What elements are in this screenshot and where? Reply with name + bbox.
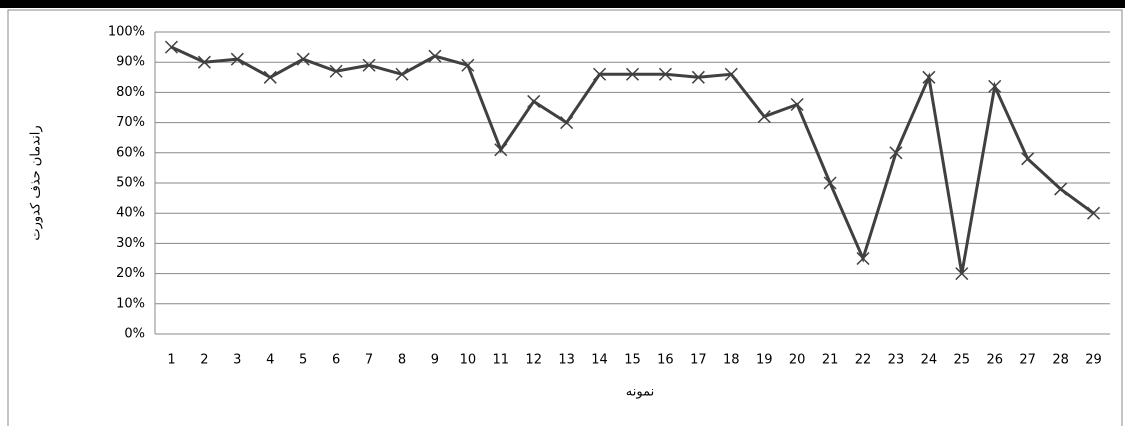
y-tick-label: 0% bbox=[124, 327, 145, 342]
x-tick-label: 23 bbox=[888, 353, 905, 368]
x-tick-label: 17 bbox=[690, 353, 707, 368]
x-tick-label: 10 bbox=[460, 353, 477, 368]
marker bbox=[988, 79, 1002, 93]
x-tick-label: 21 bbox=[822, 353, 839, 368]
x-tick-label: 18 bbox=[723, 353, 740, 368]
chart-border bbox=[7, 9, 1123, 426]
y-tick-label: 80% bbox=[116, 85, 145, 100]
marker bbox=[362, 58, 376, 72]
marker bbox=[263, 70, 277, 84]
x-tick-label: 12 bbox=[525, 353, 542, 368]
x-axis-label: نمونه bbox=[626, 385, 654, 400]
marker bbox=[296, 52, 310, 66]
x-tick-label: 4 bbox=[266, 353, 274, 368]
y-tick-label: 20% bbox=[116, 266, 145, 281]
x-tick-label: 16 bbox=[657, 353, 674, 368]
x-tick-label: 5 bbox=[299, 353, 307, 368]
marker bbox=[560, 116, 574, 130]
x-tick-label: 25 bbox=[954, 353, 971, 368]
x-tick-label: 27 bbox=[1019, 353, 1036, 368]
x-tick-label: 28 bbox=[1052, 353, 1069, 368]
marker bbox=[494, 143, 508, 157]
y-tick-label: 40% bbox=[116, 206, 145, 221]
y-tick-label: 90% bbox=[116, 55, 145, 70]
x-tick-label: 15 bbox=[624, 353, 641, 368]
marker bbox=[395, 67, 409, 81]
marker bbox=[889, 146, 903, 160]
x-tick-label: 6 bbox=[332, 353, 340, 368]
x-tick-label: 20 bbox=[789, 353, 806, 368]
y-tick-label: 60% bbox=[116, 145, 145, 160]
x-tick-label: 24 bbox=[921, 353, 938, 368]
marker bbox=[691, 70, 705, 84]
marker bbox=[856, 251, 870, 266]
marker bbox=[329, 64, 343, 78]
x-tick-label: 13 bbox=[558, 353, 575, 368]
x-tick-label: 8 bbox=[398, 353, 406, 368]
marker bbox=[527, 94, 541, 108]
marker bbox=[823, 176, 837, 190]
x-tick-label: 19 bbox=[756, 353, 773, 368]
marker bbox=[724, 67, 738, 81]
cropped-title-strip bbox=[0, 0, 1125, 8]
marker bbox=[790, 97, 804, 112]
y-tick-label: 70% bbox=[116, 115, 145, 130]
marker bbox=[922, 70, 936, 84]
x-tick-label: 11 bbox=[493, 353, 510, 368]
x-tick-label: 14 bbox=[591, 353, 608, 368]
marker bbox=[625, 67, 640, 81]
x-tick-label: 22 bbox=[855, 353, 872, 368]
y-axis-label: راندمان حذف کدورت bbox=[29, 125, 44, 240]
marker bbox=[1086, 206, 1101, 220]
marker bbox=[461, 58, 475, 72]
y-tick-label: 50% bbox=[116, 176, 145, 191]
x-tick-label: 29 bbox=[1085, 353, 1102, 368]
x-tick-label: 1 bbox=[167, 353, 175, 368]
marker bbox=[955, 267, 969, 281]
marker bbox=[757, 110, 771, 124]
marker bbox=[428, 49, 442, 63]
marker bbox=[230, 52, 244, 66]
x-tick-label: 7 bbox=[365, 353, 373, 368]
marker bbox=[197, 55, 211, 69]
y-tick-label: 100% bbox=[108, 25, 145, 40]
marker bbox=[1021, 152, 1035, 166]
marker bbox=[1054, 182, 1068, 196]
x-tick-label: 9 bbox=[431, 353, 439, 368]
x-tick-label: 2 bbox=[200, 353, 208, 368]
y-tick-label: 30% bbox=[116, 236, 145, 251]
marker bbox=[658, 67, 672, 81]
line bbox=[170, 45, 1095, 274]
y-tick-label: 10% bbox=[116, 296, 145, 311]
x-tick-label: 26 bbox=[986, 353, 1003, 368]
x-tick-label: 3 bbox=[233, 353, 241, 368]
marker bbox=[593, 67, 607, 81]
marker bbox=[164, 40, 178, 54]
